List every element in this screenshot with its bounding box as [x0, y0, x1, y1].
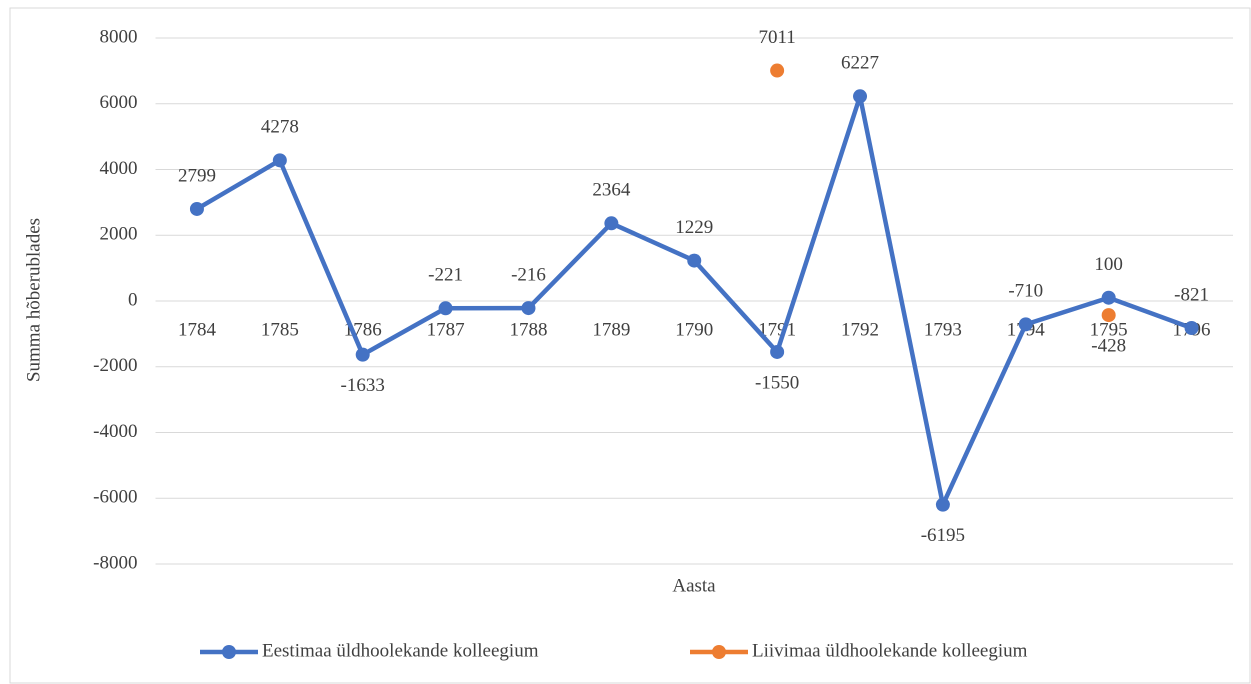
y-tick-label: 6000: [100, 92, 138, 113]
y-tick-label: -4000: [93, 421, 137, 442]
marker: [935, 497, 950, 512]
y-tick-label: 8000: [100, 26, 138, 47]
data-label: 100: [1094, 254, 1123, 275]
data-label: -216: [511, 264, 546, 285]
marker: [1184, 320, 1199, 335]
x-tick-label: 1785: [261, 319, 299, 340]
chart-frame: [9, 7, 1251, 684]
data-label: -221: [428, 265, 463, 286]
y-tick-label: 2000: [100, 224, 138, 245]
x-tick-label: 1795: [1090, 319, 1128, 340]
marker: [1101, 290, 1116, 305]
data-label: 1229: [675, 217, 713, 238]
y-axis-title: Summa hõberublades: [23, 218, 44, 382]
x-tick-label: 1789: [592, 319, 630, 340]
data-label: 4278: [261, 117, 299, 138]
x-axis-title: Aasta: [672, 575, 716, 596]
marker: [355, 347, 370, 362]
marker: [687, 253, 702, 268]
x-tick-label: 1792: [841, 319, 879, 340]
data-label: -821: [1174, 284, 1209, 305]
x-tick-label: 1793: [924, 319, 962, 340]
marker: [770, 63, 785, 78]
data-label: 2364: [592, 180, 631, 201]
data-label: -1633: [341, 375, 385, 396]
marker: [438, 301, 453, 316]
data-label: -428: [1091, 335, 1126, 356]
marker: [521, 301, 536, 316]
legend-marker: [712, 645, 726, 659]
data-label: 2799: [178, 165, 216, 186]
marker: [853, 89, 868, 104]
legend-marker: [222, 645, 236, 659]
y-tick-label: -2000: [93, 355, 137, 376]
data-label: 7011: [758, 27, 795, 48]
legend-label: Eestimaa üldhoolekande kolleegium: [262, 640, 539, 661]
y-tick-label: 0: [128, 289, 138, 310]
marker: [189, 201, 204, 216]
marker: [1018, 317, 1033, 332]
y-tick-label: 4000: [100, 158, 138, 179]
x-tick-label: 1788: [509, 319, 547, 340]
data-label: -6195: [921, 525, 965, 546]
x-tick-label: 1790: [675, 319, 713, 340]
marker: [272, 153, 287, 168]
x-tick-label: 1784: [178, 319, 217, 340]
marker: [770, 344, 785, 359]
data-label: -710: [1008, 281, 1043, 302]
marker: [604, 216, 619, 231]
y-tick-label: -6000: [93, 487, 137, 508]
x-tick-label: 1787: [427, 319, 465, 340]
marker: [1101, 308, 1116, 323]
data-label: -1550: [755, 372, 799, 393]
legend-label: Liivimaa üldhoolekande kolleegium: [752, 640, 1028, 661]
y-tick-label: -8000: [93, 552, 137, 573]
data-label: 6227: [841, 53, 879, 74]
